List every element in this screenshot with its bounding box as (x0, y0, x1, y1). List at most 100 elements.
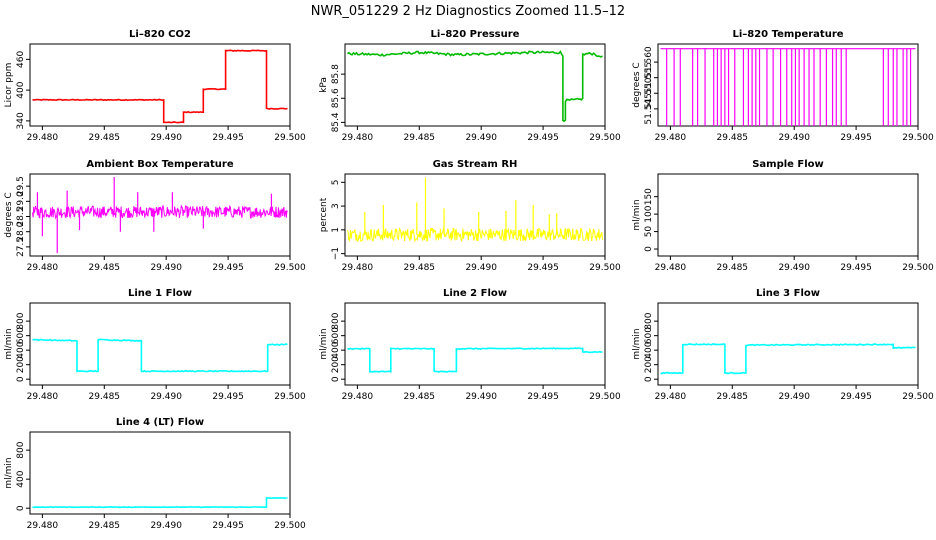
y-axis-label: ml/min (632, 328, 642, 359)
x-tick-label: 29.500 (274, 392, 306, 402)
y-tick-label: 600 (16, 327, 26, 344)
panel-title: Gas Stream RH (433, 159, 518, 170)
series-line (32, 204, 288, 220)
x-tick-label: 29.480 (342, 263, 374, 273)
panel-title: Line 2 Flow (443, 288, 507, 299)
x-tick-label: 29.495 (212, 263, 244, 273)
y-tick-label: 0 (331, 376, 341, 382)
x-tick-label: 29.495 (840, 263, 872, 273)
series-line (660, 343, 916, 375)
x-tick-label: 29.500 (274, 263, 306, 273)
panel-6: Sample Flow 29.480 29.485 29.490 29.495 29.50… (632, 159, 934, 273)
y-tick-label: 28.5 (16, 206, 26, 226)
x-tick-label: 29.495 (212, 392, 244, 402)
y-axis-label: ml/min (4, 457, 14, 488)
y-tick-label: 0 (16, 505, 26, 511)
x-tick-label: 29.500 (274, 133, 306, 143)
x-tick-label: 29.495 (527, 392, 559, 402)
y-axis-label: kPa (319, 77, 329, 93)
x-tick-label: 29.495 (840, 133, 872, 143)
x-tick-label: 29.490 (150, 263, 182, 273)
x-tick-label: 29.485 (717, 263, 749, 273)
plot-frame (657, 43, 919, 127)
y-tick-label: 100 (644, 205, 654, 222)
x-tick-label: 29.500 (589, 133, 621, 143)
x-tick-label: 29.480 (655, 392, 687, 402)
y-tick-label: 85.8 (331, 64, 341, 84)
plot-frame (29, 302, 291, 386)
y-tick-label: 51.545 (644, 93, 654, 125)
x-tick-label: 29.480 (655, 133, 687, 143)
plot-frame (344, 43, 606, 127)
x-tick-label: 29.480 (27, 392, 59, 402)
x-tick-label: 29.480 (655, 263, 687, 273)
plot-frame (29, 173, 291, 257)
plot-frame (657, 302, 919, 386)
panel-title: Sample Flow (752, 159, 824, 170)
x-tick-label: 29.500 (902, 133, 934, 143)
series-line (347, 226, 603, 243)
x-tick-label: 29.480 (27, 133, 59, 143)
panel-2: Li–820 Pressure 29.480 29.485 29.490 29.495 2… (319, 29, 621, 143)
panel-8: Line 2 Flow 29.480 29.485 29.490 29.495 29.50… (319, 288, 621, 402)
panel-title: Line 4 (LT) Flow (116, 417, 204, 428)
y-axis-label: ml/min (4, 328, 14, 359)
x-tick-label: 29.500 (589, 392, 621, 402)
x-tick-label: 29.485 (89, 392, 121, 402)
x-tick-label: 29.495 (212, 133, 244, 143)
y-tick-label: 27.5 (16, 237, 26, 257)
x-tick-label: 29.490 (778, 392, 810, 402)
panel-title: Ambient Box Temperature (86, 159, 233, 170)
x-tick-label: 29.490 (150, 392, 182, 402)
y-tick-label: 29.0 (16, 191, 26, 211)
x-tick-label: 29.480 (342, 133, 374, 143)
y-axis-label: Licor ppm (4, 63, 14, 108)
x-tick-label: 29.485 (717, 133, 749, 143)
x-tick-label: 29.485 (89, 263, 121, 273)
x-tick-label: 29.490 (465, 263, 497, 273)
x-tick-label: 29.495 (527, 263, 559, 273)
x-tick-label: 29.480 (27, 263, 59, 273)
panel-9: Line 3 Flow 29.480 29.485 29.490 29.495 29.50… (632, 288, 934, 402)
x-tick-label: 29.485 (404, 392, 436, 402)
panel-7: Line 1 Flow 29.480 29.485 29.490 29.495 29.50… (4, 288, 306, 402)
x-tick-label: 29.495 (527, 133, 559, 143)
series-line (32, 338, 288, 373)
figure-title: NWR_051229 2 Hz Diagnostics Zoomed 11.5–… (311, 4, 625, 19)
y-axis-label: degrees C (632, 62, 642, 107)
plot-frame (29, 431, 291, 515)
panel-1: Li–820 CO2 29.480 29.485 29.490 29.495 29.500… (4, 29, 306, 143)
x-tick-label: 29.495 (840, 392, 872, 402)
panel-title: Line 1 Flow (128, 288, 192, 299)
plot-frame (657, 173, 919, 257)
x-tick-label: 29.500 (902, 263, 934, 273)
y-tick-label: 800 (644, 312, 654, 329)
y-tick-label: 340 (16, 112, 26, 129)
panel-title: Line 3 Flow (756, 288, 820, 299)
y-tick-label: 200 (16, 356, 26, 373)
series-line (347, 347, 603, 373)
y-tick-label: 400 (16, 470, 26, 487)
x-tick-label: 29.485 (89, 133, 121, 143)
panel-5: Gas Stream RH 29.480 29.485 29.490 29.495 29.… (319, 159, 621, 273)
x-tick-label: 29.490 (150, 133, 182, 143)
y-tick-label: 400 (16, 81, 26, 98)
x-tick-label: 29.485 (404, 263, 436, 273)
x-tick-label: 29.500 (274, 521, 306, 531)
plot-frame (344, 173, 606, 257)
x-tick-label: 29.485 (404, 133, 436, 143)
y-tick-label: 51.550 (644, 77, 654, 109)
x-tick-label: 29.490 (778, 263, 810, 273)
x-tick-label: 29.485 (717, 392, 749, 402)
x-tick-label: 29.485 (89, 521, 121, 531)
y-axis-label: degrees C (4, 192, 14, 237)
y-tick-label: 600 (331, 327, 341, 344)
y-tick-label: 460 (16, 51, 26, 68)
series-line (32, 497, 288, 509)
x-tick-label: 29.490 (465, 133, 497, 143)
y-tick-label: 51.555 (644, 62, 654, 94)
y-tick-label: 0 (644, 246, 654, 252)
plot-frame (344, 302, 606, 386)
panel-title: Li–820 CO2 (129, 29, 191, 40)
